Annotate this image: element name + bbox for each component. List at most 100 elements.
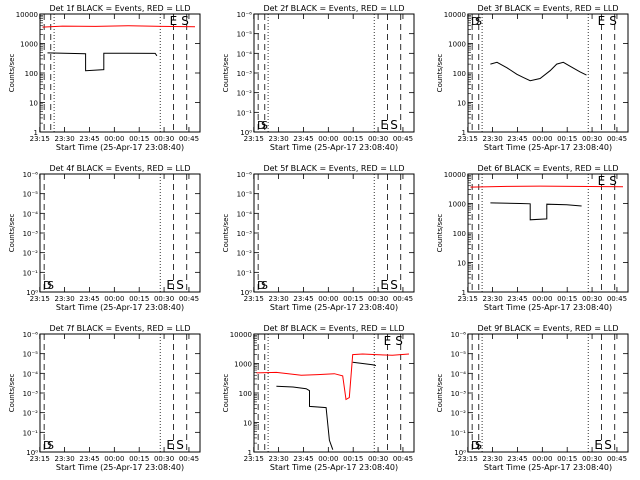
series-lld-line bbox=[42, 25, 196, 28]
x-tick-label: 23:45 bbox=[507, 135, 527, 143]
x-axis-label: Start Time (25-Apr-17 23:08:40) bbox=[56, 463, 184, 472]
y-tick-label: 10⁻⁶ bbox=[23, 331, 39, 339]
x-tick-label: 00:15 bbox=[343, 135, 363, 143]
panel-6: Det 6f BLACK = Events, RED = LLD 1 10 100 10… bbox=[436, 164, 629, 312]
marker-label-s: S bbox=[390, 118, 398, 132]
x-tick-label: 00:45 bbox=[179, 295, 199, 303]
series-events-line bbox=[352, 361, 377, 367]
y-tick-label: 1 bbox=[34, 129, 38, 137]
x-tick-label: 23:30 bbox=[54, 135, 74, 143]
y-tick-label: 10 bbox=[457, 260, 466, 268]
x-tick-label: 23:45 bbox=[293, 135, 313, 143]
x-axis-label: Start Time (25-Apr-17 23:08:40) bbox=[56, 303, 184, 312]
panel-3: Det 3f BLACK = Events, RED = LLD 1 10 100 10… bbox=[436, 4, 629, 152]
y-tick-label: 10⁻⁴ bbox=[237, 50, 253, 58]
x-tick-label: 00:15 bbox=[129, 135, 149, 143]
y-axis-label: Counts/sec bbox=[222, 214, 230, 253]
y-tick-label: 10⁰ bbox=[26, 449, 38, 457]
x-tick-label: 00:00 bbox=[532, 455, 552, 463]
y-tick-label: 10⁻⁴ bbox=[23, 370, 39, 378]
x-axis-label: Start Time (25-Apr-17 23:08:40) bbox=[56, 143, 184, 152]
panel-title: Det 6f BLACK = Events, RED = LLD bbox=[477, 164, 618, 173]
y-tick-label: 10⁻² bbox=[451, 410, 467, 418]
plot-frame bbox=[39, 333, 201, 453]
corner-mark-s: S bbox=[47, 439, 54, 452]
x-tick-label: 00:30 bbox=[154, 455, 174, 463]
x-tick-label: 00:45 bbox=[393, 135, 413, 143]
x-tick-label: 00:30 bbox=[154, 295, 174, 303]
x-tick-label: 00:45 bbox=[179, 455, 199, 463]
x-tick-label: 00:00 bbox=[532, 135, 552, 143]
x-tick-label: 23:15 bbox=[30, 455, 50, 463]
x-tick-label: 00:45 bbox=[393, 295, 413, 303]
y-tick-label: 1 bbox=[462, 129, 466, 137]
y-tick-label: 10 bbox=[243, 420, 252, 428]
x-tick-label: 00:45 bbox=[607, 135, 627, 143]
x-tick-label: 00:00 bbox=[104, 135, 124, 143]
y-axis-label: Counts/sec bbox=[436, 214, 444, 253]
plot-frame bbox=[467, 333, 629, 453]
marker-label-s: S bbox=[390, 278, 398, 292]
panel-7: Det 7f BLACK = Events, RED = LLD 10⁰ 10⁻¹ 1… bbox=[8, 324, 201, 472]
y-tick-label: 10⁻² bbox=[237, 250, 253, 258]
y-tick-label: 10⁻⁵ bbox=[23, 351, 39, 359]
y-axis-label: Counts/sec bbox=[8, 374, 16, 413]
x-tick-label: 23:45 bbox=[293, 455, 313, 463]
series-events-line bbox=[47, 52, 158, 72]
y-tick-label: 10 bbox=[457, 100, 466, 108]
marker-label-s: S bbox=[395, 334, 403, 348]
marker-label-s: S bbox=[176, 438, 184, 452]
x-tick-label: 00:15 bbox=[557, 455, 577, 463]
y-tick-label: 10⁻¹ bbox=[451, 429, 467, 437]
marker-label-e: E bbox=[166, 438, 174, 452]
x-tick-label: 00:45 bbox=[179, 135, 199, 143]
y-tick-label: 100 bbox=[25, 70, 38, 78]
marker-label-e: E bbox=[380, 278, 388, 292]
y-tick-label: 100 bbox=[453, 230, 466, 238]
y-tick-label: 10⁻³ bbox=[23, 230, 39, 238]
x-tick-label: 23:15 bbox=[244, 295, 264, 303]
y-axis-label: Counts/sec bbox=[8, 214, 16, 253]
x-tick-label: 23:45 bbox=[293, 295, 313, 303]
plot-frame bbox=[39, 173, 201, 293]
marker-label-s: S bbox=[604, 438, 612, 452]
y-tick-label: 10 bbox=[29, 100, 38, 108]
corner-mark-s: S bbox=[261, 279, 268, 292]
panel-title: Det 7f BLACK = Events, RED = LLD bbox=[49, 324, 190, 333]
x-tick-label: 00:30 bbox=[582, 455, 602, 463]
x-tick-label: 00:00 bbox=[318, 455, 338, 463]
y-axis-label: Counts/sec bbox=[436, 54, 444, 93]
panel-2: Det 2f BLACK = Events, RED = LLD 10⁰ 10⁻¹ 1… bbox=[222, 4, 415, 152]
plot-frame bbox=[39, 13, 201, 133]
y-tick-label: 10⁻³ bbox=[237, 70, 253, 78]
x-tick-label: 23:45 bbox=[79, 135, 99, 143]
corner-mark-d: D bbox=[257, 119, 265, 132]
y-tick-label: 1000 bbox=[448, 41, 466, 49]
plot-frame bbox=[253, 13, 415, 133]
marker-label-s: S bbox=[609, 14, 617, 28]
y-tick-label: 10⁻¹ bbox=[237, 109, 253, 117]
y-tick-label: 10⁻⁵ bbox=[23, 191, 39, 199]
corner-mark-d: D bbox=[471, 15, 479, 28]
marker-label-e: E bbox=[598, 14, 606, 28]
y-tick-label: 1000 bbox=[234, 361, 252, 369]
x-tick-label: 00:45 bbox=[607, 455, 627, 463]
y-tick-label: 10⁻² bbox=[23, 250, 39, 258]
x-tick-label: 23:30 bbox=[268, 295, 288, 303]
y-axis-label: Counts/sec bbox=[222, 54, 230, 93]
y-tick-label: 10⁻⁴ bbox=[451, 370, 467, 378]
x-tick-label: 00:15 bbox=[343, 295, 363, 303]
panel-1: Det 1f BLACK = Events, RED = LLD 1 10 100 10… bbox=[8, 4, 201, 152]
y-tick-label: 10⁻⁶ bbox=[237, 171, 253, 179]
y-tick-label: 10⁻⁵ bbox=[237, 31, 253, 39]
y-tick-label: 10⁻⁵ bbox=[237, 191, 253, 199]
panel-4: Det 4f BLACK = Events, RED = LLD 10⁰ 10⁻¹ 1… bbox=[8, 164, 201, 312]
series-events-line bbox=[490, 61, 587, 82]
panel-title: Det 9f BLACK = Events, RED = LLD bbox=[477, 324, 618, 333]
y-tick-label: 10000 bbox=[444, 11, 466, 19]
x-axis-label: Start Time (25-Apr-17 23:08:40) bbox=[484, 143, 612, 152]
series-lld-line bbox=[470, 185, 624, 188]
y-tick-label: 10000 bbox=[16, 11, 38, 19]
x-tick-label: 00:30 bbox=[368, 455, 388, 463]
